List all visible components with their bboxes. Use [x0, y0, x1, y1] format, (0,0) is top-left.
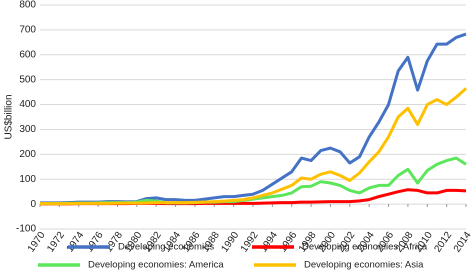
y-tick-label: 200 — [19, 149, 36, 160]
x-tick-label: 1996 — [278, 230, 300, 255]
x-tick-label: 1972 — [45, 230, 67, 255]
y-tick-label: 400 — [19, 99, 36, 110]
x-tick-label: 2014 — [452, 230, 474, 255]
legend-label: Developing economies: Africa — [302, 242, 428, 253]
y-tick-label: -100 — [16, 224, 36, 235]
x-tick-label: 1990 — [219, 230, 241, 255]
y-tick-label: 500 — [19, 74, 36, 85]
y-tick-label: 700 — [19, 25, 36, 36]
y-tick-label: 0 — [30, 199, 36, 210]
x-tick-label: 1994 — [258, 230, 280, 255]
x-tick-label: 1976 — [84, 230, 106, 255]
legend-label: Developing economies: America — [88, 260, 224, 271]
legend-label: Developing economies: Asia — [304, 260, 424, 271]
y-axis-label: US$billion — [4, 94, 15, 139]
y-tick-label: 300 — [19, 124, 36, 135]
x-tick-label: 1992 — [239, 230, 261, 255]
x-tick-label: 1974 — [65, 230, 87, 255]
y-tick-label: 800 — [19, 0, 36, 11]
y-tick-label: 600 — [19, 49, 36, 60]
y-tick-label: 100 — [19, 174, 36, 185]
series-line — [40, 32, 467, 205]
series-line — [40, 87, 468, 206]
legend-label: Developing economies — [118, 242, 214, 253]
x-tick-label: 2012 — [432, 230, 454, 255]
